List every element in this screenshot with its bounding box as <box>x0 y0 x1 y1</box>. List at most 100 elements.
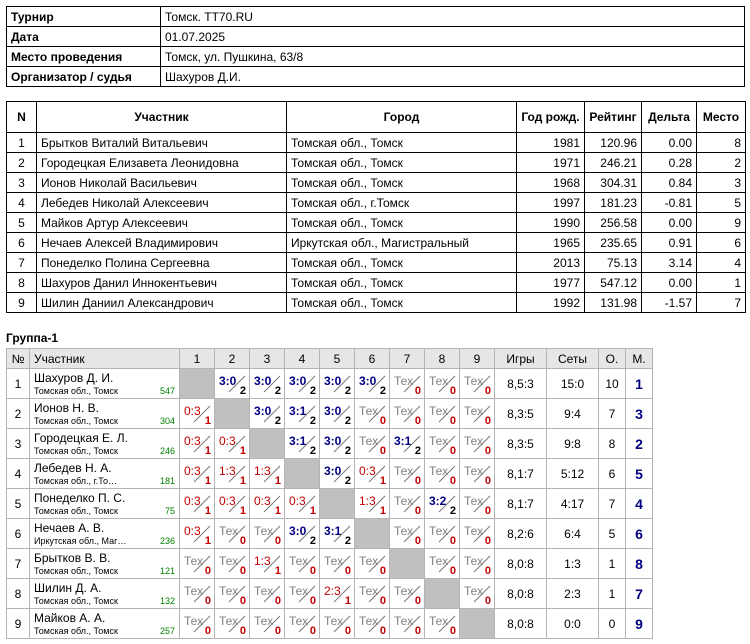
participant-cell: -1.57 <box>641 292 697 313</box>
match-points: 0 <box>484 595 491 607</box>
player-name: Шилин Д. А. <box>34 581 102 595</box>
match-points: 0 <box>414 595 421 607</box>
match-cell: Тех 0 <box>214 608 250 639</box>
info-row: Дата 01.07.2025 <box>6 26 745 47</box>
diagonal-cell <box>424 578 460 609</box>
match-points: 1 <box>239 505 246 517</box>
match-cell: Тех 0 <box>459 578 495 609</box>
participant-cell: 304.31 <box>584 172 642 193</box>
match-points: 0 <box>204 595 211 607</box>
participant-cell: 1990 <box>516 212 585 233</box>
participant-cell: 0.28 <box>641 152 697 173</box>
place-cell: 2 <box>625 428 653 459</box>
slash-divider <box>438 615 456 633</box>
match-cell: 3:1 2 <box>284 428 320 459</box>
match-points: 1 <box>239 475 246 487</box>
match-score: Тех <box>289 614 309 628</box>
participant-cell: 246.21 <box>584 152 642 173</box>
slash-divider <box>263 465 281 483</box>
games-cell: 8,0:8 <box>494 548 547 579</box>
match-points: 0 <box>274 625 281 637</box>
group-row: 6 Нечаев А. В. Иркутская обл., Маг… 236 0:3 1… <box>6 518 653 549</box>
match-points: 1 <box>379 505 386 517</box>
slash-divider <box>193 435 211 453</box>
match-cell: 0:3 1 <box>214 488 250 519</box>
slash-divider <box>193 525 211 543</box>
points-cell: 5 <box>598 518 626 549</box>
player-cell: Понеделко П. С. Томская обл., Томск 75 <box>29 488 180 519</box>
match-cell: 3:0 2 <box>249 398 285 429</box>
match-cell: 0:3 1 <box>179 518 215 549</box>
match-cell: 3:0 2 <box>354 368 390 399</box>
slash-divider <box>368 585 386 603</box>
match-score: 3:0 <box>324 434 342 448</box>
match-score: Тех <box>464 404 484 418</box>
match-points: 1 <box>344 595 351 607</box>
match-points: 0 <box>449 475 456 487</box>
participant-cell: Томская обл., Томск <box>286 132 517 153</box>
place-cell: 1 <box>625 368 653 399</box>
match-points: 1 <box>274 565 281 577</box>
match-score: Тех <box>359 434 379 448</box>
match-points: 2 <box>309 445 316 457</box>
match-score: Тех <box>184 614 204 628</box>
participant-row: 9 Шилин Даниил Александрович Томская обл.,… <box>6 292 746 313</box>
participant-cell: 4 <box>696 252 746 273</box>
match-score: Тех <box>219 524 239 538</box>
player-cell: Брытков В. В. Томская обл., Томск 121 <box>29 548 180 579</box>
player-name: Майков А. А. <box>34 611 106 625</box>
match-score: 3:1 <box>324 524 342 538</box>
participant-cell: 7 <box>696 292 746 313</box>
match-cell: Тех 0 <box>389 608 425 639</box>
participant-cell: 256.58 <box>584 212 642 233</box>
player-cell: Городецкая Е. Л. Томская обл., Томск 246 <box>29 428 180 459</box>
match-cell: Тех 0 <box>284 608 320 639</box>
match-score: Тех <box>394 524 414 538</box>
info-label: Место проведения <box>6 46 161 67</box>
slash-divider <box>403 495 421 513</box>
participant-row: 8 Шахуров Данил Иннокентьевич Томская обл.… <box>6 272 746 293</box>
info-label: Организатор / судья <box>6 66 161 87</box>
games-cell: 8,3:5 <box>494 398 547 429</box>
match-points: 0 <box>449 385 456 397</box>
player-rating: 121 <box>159 566 175 576</box>
slash-divider <box>298 405 316 423</box>
player-name: Шахуров Д. И. <box>34 371 114 385</box>
group-crosstable: № Участник 1 2 3 4 5 6 7 8 9 Игры Сеты О. М. 1 Шахуров … <box>6 348 653 639</box>
participant-cell: 9 <box>696 212 746 233</box>
slash-divider <box>263 525 281 543</box>
info-value: 01.07.2025 <box>160 26 745 47</box>
match-score: Тех <box>324 614 344 628</box>
participant-cell: 0.84 <box>641 172 697 193</box>
match-points: 0 <box>414 385 421 397</box>
match-score: Тех <box>359 614 379 628</box>
match-cell: 3:0 2 <box>319 428 355 459</box>
slash-divider <box>298 615 316 633</box>
match-cell: Тех 0 <box>249 578 285 609</box>
match-score: Тех <box>464 464 484 478</box>
slash-divider <box>228 525 246 543</box>
slash-divider <box>298 555 316 573</box>
slash-divider <box>473 465 491 483</box>
place-cell: 6 <box>625 518 653 549</box>
match-points: 0 <box>239 565 246 577</box>
player-city: Томская обл., Томск <box>34 626 118 636</box>
match-cell: 0:3 1 <box>179 398 215 429</box>
opponent-header: 4 <box>284 348 320 369</box>
match-score: Тех <box>184 554 204 568</box>
match-points: 2 <box>344 475 351 487</box>
match-score: 0:3 <box>289 494 306 508</box>
match-points: 2 <box>309 385 316 397</box>
participant-cell: 0.00 <box>641 212 697 233</box>
group-row: 2 Ионов Н. В. Томская обл., Томск 304 0:3 1 3:… <box>6 398 653 429</box>
match-cell: 1:3 1 <box>354 488 390 519</box>
slash-divider <box>333 465 351 483</box>
match-score: 3:0 <box>289 374 307 388</box>
match-score: Тех <box>429 554 449 568</box>
match-points: 0 <box>344 625 351 637</box>
match-score: Тех <box>359 404 379 418</box>
diagonal-cell <box>354 518 390 549</box>
match-points: 2 <box>379 385 386 397</box>
match-cell: 3:0 2 <box>319 368 355 399</box>
opponent-header: 5 <box>319 348 355 369</box>
